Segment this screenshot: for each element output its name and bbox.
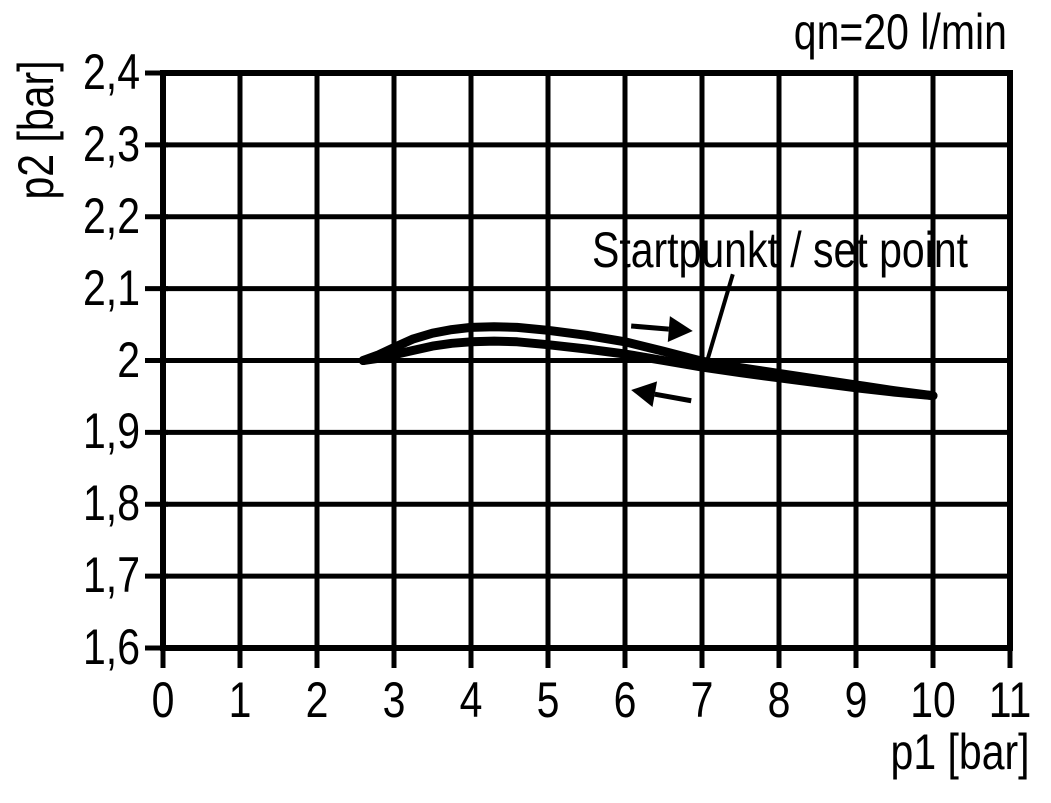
y-tick-label: 2,4 <box>82 44 140 100</box>
x-tick-label: 4 <box>459 672 483 728</box>
plot-border <box>160 70 1013 651</box>
y-tick-label: 1,6 <box>82 619 140 675</box>
x-tick-label: 8 <box>767 672 791 728</box>
y-tick-label: 2,1 <box>82 259 140 316</box>
y-tick-label: 1,8 <box>82 475 140 532</box>
x-tick-label: 5 <box>536 672 560 728</box>
return-direction-arrow-head <box>631 381 658 408</box>
x-tick-label: 9 <box>844 672 868 728</box>
y-tick-label: 1,9 <box>82 403 140 460</box>
return-direction-arrow-shaft <box>654 391 692 404</box>
x-tick-label: 3 <box>382 672 406 728</box>
x-tick-label: 0 <box>151 672 175 728</box>
y-tick-label: 2,2 <box>82 187 140 244</box>
forward-direction-arrow-head <box>667 316 693 343</box>
forward-direction-arrow-shaft <box>630 323 670 332</box>
x-tick-label: 10 <box>910 672 956 728</box>
annotation-leader-line <box>704 273 735 364</box>
x-tick-label: 2 <box>305 672 329 728</box>
curve-return <box>358 336 938 401</box>
y-tick-label: 1,7 <box>82 547 140 604</box>
x-tick-label: 6 <box>613 672 637 728</box>
flow-rate-label: qn=20 l/min <box>793 4 1007 60</box>
y-tick-label: 2,3 <box>82 115 140 172</box>
y-tick-label: 2 <box>117 331 140 388</box>
x-axis-title: p1 [bar] <box>890 724 1030 780</box>
x-tick-label: 7 <box>690 672 714 728</box>
set-point-annotation: Startpunkt / set point <box>591 222 969 278</box>
x-tick-label: 1 <box>228 672 252 728</box>
x-tick-label: 11 <box>988 672 1032 728</box>
